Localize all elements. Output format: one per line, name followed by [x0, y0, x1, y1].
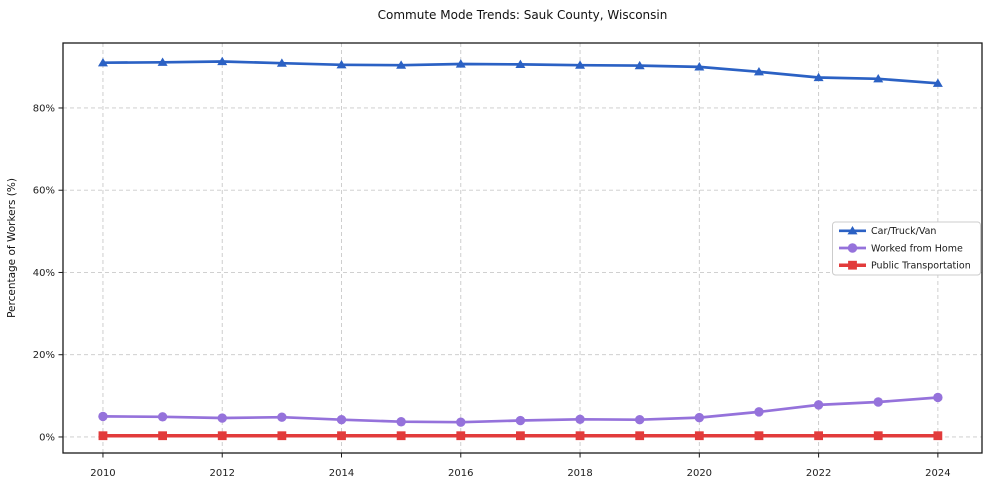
marker-car-truck-van	[575, 60, 586, 69]
x-tick-label: 2024	[925, 468, 950, 479]
marker-car-truck-van	[455, 59, 466, 68]
legend-entry-car-truck-van: Car/Truck/Van	[839, 226, 936, 237]
x-tick-label: 2018	[567, 468, 592, 479]
legend-entry-worked-from-home: Worked from Home	[839, 243, 963, 254]
chart-title: Commute Mode Trends: Sauk County, Wiscon…	[377, 8, 668, 22]
marker-public-transportation	[694, 431, 704, 441]
marker-car-truck-van	[515, 59, 526, 68]
marker-public-transportation	[217, 431, 227, 441]
y-tick-label: 40%	[33, 268, 55, 279]
marker-public-transportation	[98, 431, 108, 441]
marker-worked-from-home	[157, 412, 168, 422]
marker-worked-from-home	[813, 400, 824, 410]
y-tick-label: 20%	[33, 350, 55, 361]
marker-public-transportation	[337, 431, 346, 441]
marker-worked-from-home	[217, 413, 227, 423]
x-tick-label: 2016	[448, 468, 473, 479]
legend-label: Public Transportation	[871, 261, 971, 272]
legend-marker-public-transportation	[848, 260, 857, 270]
x-tick-label: 2020	[687, 468, 712, 479]
marker-car-truck-van	[873, 73, 884, 83]
y-tick-label: 80%	[33, 103, 55, 114]
marker-car-truck-van	[932, 78, 943, 87]
x-tick-label: 2022	[806, 468, 831, 479]
legend-marker-worked-from-home	[847, 243, 858, 253]
marker-public-transportation	[933, 431, 943, 441]
marker-worked-from-home	[694, 412, 705, 423]
marker-car-truck-van	[157, 57, 168, 66]
marker-public-transportation	[635, 431, 645, 441]
y-tick-label: 0%	[39, 432, 55, 443]
legend-entry-public-transportation: Public Transportation	[839, 261, 971, 272]
marker-worked-from-home	[396, 417, 406, 427]
x-tick-label: 2012	[210, 468, 235, 479]
marker-worked-from-home	[754, 407, 764, 417]
marker-car-truck-van	[396, 60, 407, 69]
marker-worked-from-home	[277, 412, 287, 422]
plot-border	[62, 42, 983, 454]
legend: Car/Truck/Van Worked from Home Public Tran…	[832, 221, 981, 276]
marker-worked-from-home	[515, 415, 526, 426]
series-worked-from-home	[98, 392, 943, 427]
x-tick-label: 2010	[90, 468, 115, 479]
marker-car-truck-van	[694, 62, 705, 71]
marker-car-truck-van	[97, 57, 108, 67]
marker-car-truck-van	[276, 58, 287, 67]
marker-public-transportation	[277, 431, 287, 441]
series-public-transportation	[98, 431, 943, 441]
marker-worked-from-home	[98, 411, 108, 422]
marker-car-truck-van	[813, 72, 824, 82]
legend-marker-car-truck-van	[847, 226, 858, 235]
marker-worked-from-home	[933, 392, 943, 403]
y-axis-title: Percentage of Workers (%)	[6, 178, 18, 318]
marker-public-transportation	[754, 431, 764, 441]
marker-public-transportation	[873, 431, 883, 441]
marker-worked-from-home	[336, 414, 347, 425]
marker-car-truck-van	[634, 60, 645, 70]
marker-public-transportation	[456, 431, 466, 441]
marker-car-truck-van	[336, 59, 347, 69]
marker-worked-from-home	[873, 397, 883, 407]
marker-worked-from-home	[456, 417, 466, 427]
marker-worked-from-home	[634, 414, 645, 425]
y-tick-label: 60%	[33, 186, 55, 197]
marker-public-transportation	[396, 431, 406, 441]
marker-worked-from-home	[575, 414, 585, 424]
marker-public-transportation	[158, 431, 167, 441]
marker-public-transportation	[575, 431, 585, 441]
marker-car-truck-van	[217, 56, 228, 66]
legend-label: Worked from Home	[871, 243, 963, 254]
legend-box	[832, 221, 981, 276]
x-tick-label: 2014	[329, 468, 354, 479]
marker-public-transportation	[516, 431, 525, 441]
series-car-truck-van	[97, 56, 943, 87]
marker-car-truck-van	[753, 66, 764, 76]
legend-label: Car/Truck/Van	[871, 226, 936, 237]
marker-public-transportation	[814, 431, 823, 441]
